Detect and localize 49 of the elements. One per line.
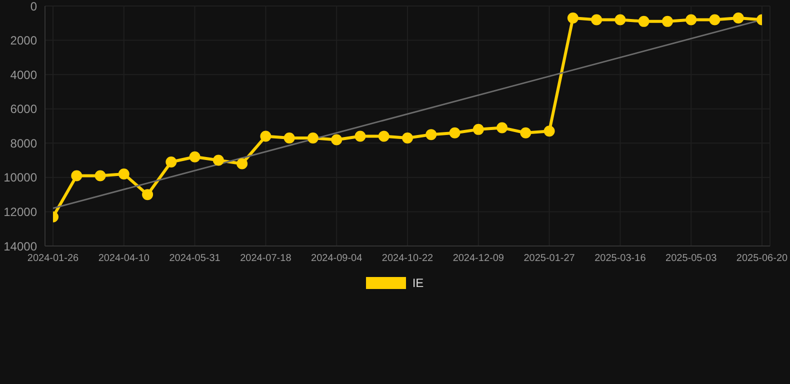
point	[520, 127, 532, 138]
y-tick-label: 10000	[4, 170, 38, 185]
point	[378, 130, 390, 142]
point	[402, 132, 413, 144]
point	[732, 12, 744, 24]
point	[142, 189, 154, 200]
x-tick-label: 2024-10-22	[382, 253, 434, 264]
point	[118, 168, 130, 180]
point	[591, 14, 602, 26]
point	[354, 130, 366, 142]
point	[638, 16, 650, 27]
point	[236, 158, 248, 170]
x-tick-label: 2025-05-03	[666, 253, 718, 264]
point	[189, 151, 200, 162]
point	[449, 127, 460, 138]
x-tick-label: 2024-04-10	[98, 253, 150, 264]
point	[284, 132, 295, 144]
point	[662, 16, 673, 27]
point	[496, 122, 508, 134]
point	[472, 124, 484, 135]
point	[544, 126, 555, 137]
point	[614, 14, 626, 26]
x-tick-label: 2024-12-09	[452, 253, 504, 264]
point	[331, 134, 342, 146]
x-tick-label: 2024-05-31	[169, 253, 221, 264]
point	[567, 12, 578, 24]
point	[260, 130, 272, 142]
y-tick-label: 4000	[10, 68, 38, 82]
point	[686, 14, 697, 26]
x-tick-label: 2025-06-20	[736, 253, 788, 264]
y-tick-label: 14000	[4, 239, 38, 254]
x-tick-label: 2025-03-16	[594, 253, 646, 264]
point	[71, 170, 82, 182]
x-tick-label: 2024-07-18	[240, 253, 292, 264]
point	[212, 154, 224, 166]
point	[94, 170, 106, 182]
x-tick-label: 2024-01-26	[27, 253, 80, 264]
y-tick-label: 12000	[4, 204, 38, 219]
y-tick-label: 0	[30, 0, 38, 14]
y-tick-label: 8000	[10, 136, 38, 150]
y-tick-label: 6000	[10, 102, 38, 116]
point	[426, 129, 437, 140]
legend-label: IE	[412, 276, 424, 290]
point	[166, 156, 177, 168]
point	[709, 14, 720, 26]
point	[307, 132, 318, 144]
x-tick-label: 2025-01-27	[524, 253, 576, 264]
y-tick-label: 2000	[10, 34, 38, 48]
x-tick-label: 2024-09-04	[311, 253, 363, 264]
